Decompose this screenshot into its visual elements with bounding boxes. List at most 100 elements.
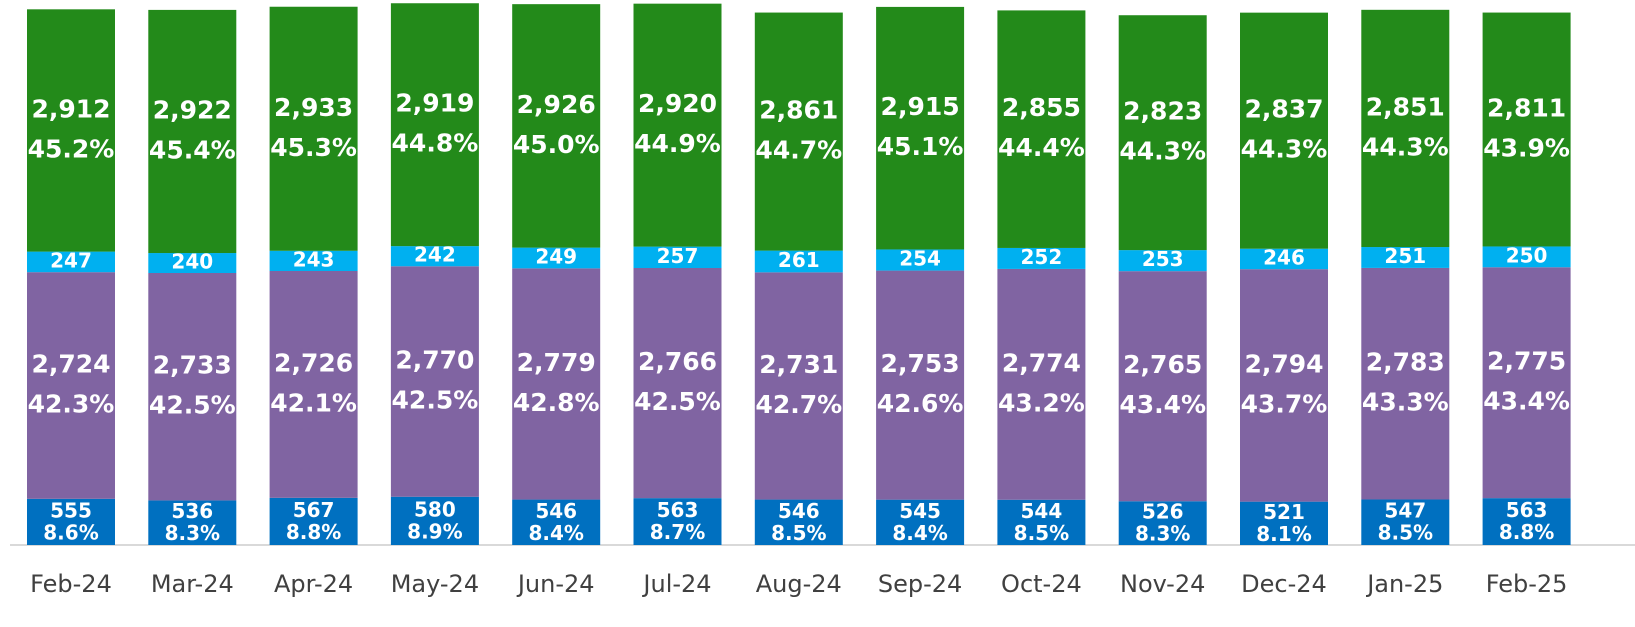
bar-segment bbox=[997, 499, 1086, 545]
x-tick-label: May-24 bbox=[391, 570, 479, 598]
share-label: 8.7% bbox=[650, 520, 705, 544]
value-label: 536 bbox=[171, 499, 213, 523]
bar-segment bbox=[1361, 267, 1450, 500]
value-label: 567 bbox=[293, 498, 335, 522]
bar-segment bbox=[27, 9, 115, 252]
value-label: 526 bbox=[1142, 500, 1184, 524]
value-label: 546 bbox=[535, 499, 577, 523]
bar-segment bbox=[633, 246, 722, 269]
value-label: 580 bbox=[414, 497, 456, 521]
bar-segment bbox=[997, 10, 1086, 248]
value-label: 2,861 bbox=[759, 96, 838, 125]
bar-segment bbox=[1118, 250, 1207, 272]
x-tick-label: Jun-24 bbox=[516, 570, 595, 598]
value-label: 243 bbox=[293, 247, 335, 271]
value-label: 2,915 bbox=[881, 92, 960, 121]
x-tick-label: Oct-24 bbox=[1001, 570, 1082, 598]
bar-segment bbox=[1240, 248, 1328, 270]
bar-segment bbox=[269, 250, 358, 272]
bar-segment bbox=[1482, 12, 1571, 247]
bar-segment bbox=[633, 498, 722, 545]
bar-segment bbox=[754, 499, 843, 545]
value-label: 2,823 bbox=[1123, 97, 1202, 126]
bar-segment bbox=[1482, 267, 1571, 499]
bar-segment bbox=[148, 9, 237, 254]
bar-segment bbox=[1240, 12, 1328, 249]
share-label: 44.4% bbox=[998, 133, 1085, 162]
value-label: 251 bbox=[1384, 244, 1426, 268]
value-label: 545 bbox=[899, 499, 941, 523]
value-label: 2,770 bbox=[395, 346, 474, 375]
bar-segment bbox=[876, 6, 965, 250]
bar-segment bbox=[269, 271, 358, 498]
bar-segment bbox=[1361, 9, 1450, 248]
share-label: 42.8% bbox=[513, 388, 600, 417]
share-label: 8.5% bbox=[771, 521, 826, 545]
share-label: 44.3% bbox=[1241, 135, 1328, 164]
bar-segment bbox=[754, 12, 843, 251]
bar-segment bbox=[148, 500, 237, 545]
value-label: 2,811 bbox=[1487, 94, 1566, 123]
bar-segment bbox=[1482, 498, 1571, 545]
value-label: 2,731 bbox=[759, 350, 838, 379]
bar-segment bbox=[633, 268, 722, 499]
share-label: 42.5% bbox=[149, 391, 236, 420]
share-label: 45.0% bbox=[513, 130, 600, 159]
value-label: 546 bbox=[778, 499, 820, 523]
value-label: 246 bbox=[1263, 245, 1305, 269]
share-label: 43.4% bbox=[1119, 390, 1206, 419]
x-tick-label: Aug-24 bbox=[756, 570, 842, 598]
value-label: 2,794 bbox=[1244, 349, 1323, 378]
value-label: 2,919 bbox=[395, 89, 474, 118]
bar-segment bbox=[390, 246, 479, 267]
share-label: 8.4% bbox=[528, 521, 583, 545]
value-label: 240 bbox=[171, 250, 213, 274]
value-label: 2,933 bbox=[274, 93, 353, 122]
value-label: 563 bbox=[1506, 498, 1548, 522]
share-label: 8.5% bbox=[1014, 521, 1069, 545]
share-label: 43.3% bbox=[1362, 388, 1449, 417]
value-label: 2,920 bbox=[638, 89, 717, 118]
value-label: 2,774 bbox=[1002, 348, 1081, 377]
x-tick-label: Sep-24 bbox=[878, 570, 962, 598]
bar-segment bbox=[997, 268, 1086, 500]
bar-segment bbox=[269, 497, 358, 545]
share-label: 44.8% bbox=[392, 129, 479, 158]
share-label: 44.3% bbox=[1362, 132, 1449, 161]
share-label: 8.6% bbox=[43, 520, 98, 544]
value-label: 2,765 bbox=[1123, 350, 1202, 379]
value-label: 521 bbox=[1263, 500, 1305, 524]
value-label: 2,851 bbox=[1366, 92, 1445, 121]
share-label: 42.3% bbox=[28, 389, 115, 418]
share-label: 42.5% bbox=[392, 386, 479, 415]
share-label: 8.8% bbox=[1499, 520, 1554, 544]
bar-segment bbox=[512, 247, 601, 269]
value-label: 2,775 bbox=[1487, 347, 1566, 376]
value-label: 252 bbox=[1021, 245, 1063, 269]
bar-segment bbox=[390, 496, 479, 545]
bar-segment bbox=[390, 266, 479, 497]
share-label: 42.5% bbox=[634, 387, 721, 416]
x-tick-label: Feb-25 bbox=[1486, 570, 1568, 598]
share-label: 42.7% bbox=[755, 390, 842, 419]
bar-segment bbox=[390, 3, 479, 247]
value-label: 2,726 bbox=[274, 348, 353, 377]
value-label: 2,733 bbox=[153, 351, 232, 380]
x-tick-label: Mar-24 bbox=[151, 570, 234, 598]
value-label: 249 bbox=[535, 244, 577, 268]
bar-segment bbox=[1118, 271, 1207, 502]
share-label: 8.9% bbox=[407, 519, 462, 543]
value-label: 563 bbox=[657, 498, 699, 522]
value-label: 2,779 bbox=[517, 348, 596, 377]
value-label: 2,753 bbox=[881, 349, 960, 378]
bar-segment bbox=[269, 6, 358, 251]
share-label: 43.4% bbox=[1483, 387, 1570, 416]
bar-segment bbox=[754, 250, 843, 273]
value-label: 257 bbox=[657, 244, 699, 268]
bar-segment bbox=[1482, 246, 1571, 268]
bar-segment bbox=[997, 247, 1086, 269]
x-tick-label: Jul-24 bbox=[641, 570, 711, 598]
value-label: 2,766 bbox=[638, 347, 717, 376]
bar-segment bbox=[876, 270, 965, 500]
share-label: 42.1% bbox=[270, 388, 357, 417]
